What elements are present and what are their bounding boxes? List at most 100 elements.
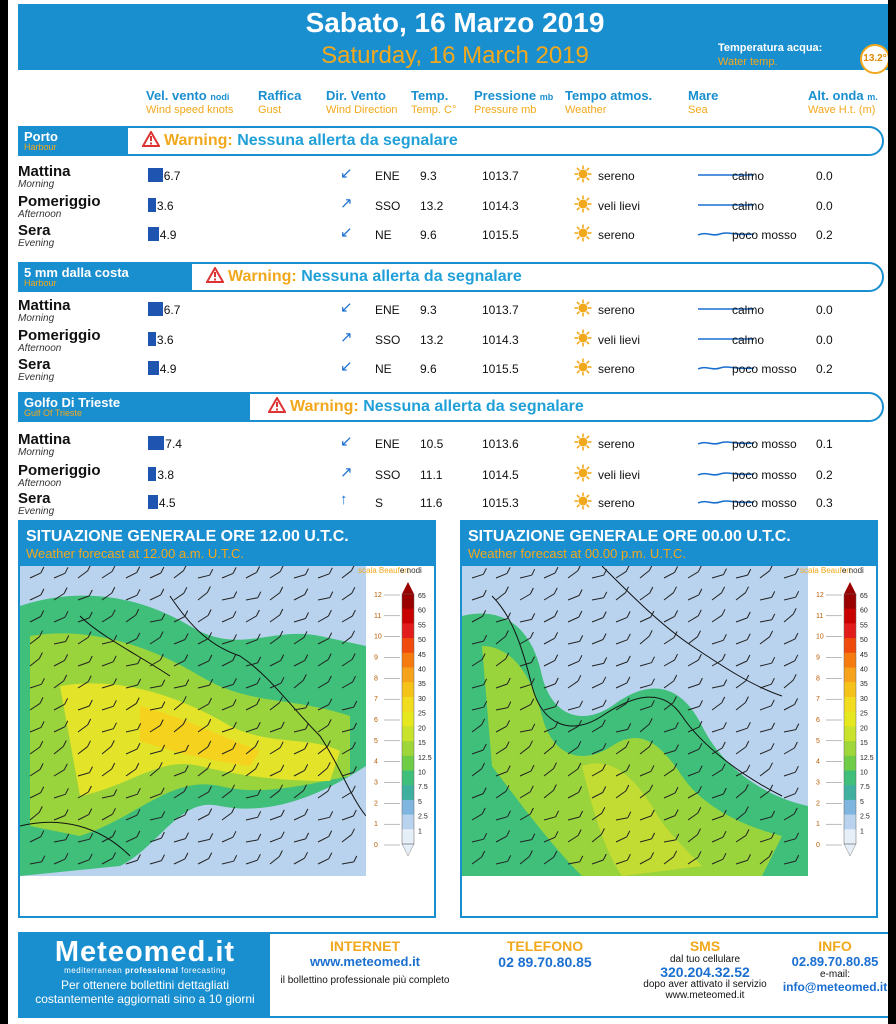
meteomed-logo[interactable]: Meteomed.it mediterranean professional f… [20,934,270,1016]
weather-text: veli lievi [598,468,641,482]
column-header: Vel. vento nodi [146,88,230,103]
wind-speed-bar [148,302,163,316]
phone-number[interactable]: 02 89.70.80.85 [498,954,592,970]
sea-state: calmo [732,199,765,213]
sea-state-icon [698,204,754,206]
legend-beaufort-tick: 0 [816,842,820,849]
legend-knot-label: 50 [860,637,868,644]
wave-height: 0.2 [816,362,833,376]
forecast-row: Sera Evening 4.9 ↙ NE 9.6 1015.5 sereno … [18,222,888,254]
wind-direction: ENE [375,437,400,451]
forecast-row: Pomeriggio Afternoon 3.6 ↗ SSO 13.2 1014… [18,193,888,225]
map-title: SITUAZIONE GENERALE ORE 12.00 U.T.C. [26,528,349,545]
wind-direction-arrow-icon: ↙ [340,224,353,241]
temperature: 10.5 [420,437,444,451]
wind-speed-bar [148,467,157,481]
legend-knot-label: 20 [418,725,426,732]
period-name-en: Morning [18,179,55,190]
map-panel-00utc: SITUAZIONE GENERALE ORE 00.00 U.T.C. Wea… [460,520,878,918]
wind-speed: 3.6 [156,333,174,347]
temperature: 9.6 [420,362,437,376]
column-subheader: Sea [688,104,708,116]
temperature: 11.1 [420,468,443,482]
legend-knot-label: 45 [418,652,426,659]
cta-text: Per ottenere bollettini dettagliati costa… [35,978,255,1006]
weather-text: veli lievi [598,333,641,347]
pressure: 1015.5 [482,228,519,242]
period-name-en: Morning [18,313,55,324]
temperature: 9.3 [420,169,437,183]
legend-knot-label: 40 [860,667,868,674]
logo-tagline: mediterranean professional forecasting [64,966,226,975]
wind-speed-bar [148,332,156,346]
legend-knot-label: 35 [860,681,868,688]
legend-beaufort-tick: 4 [816,759,820,766]
legend-knots-label: e nodi [400,566,422,575]
footer-internet: INTERNET www.meteomed.it il bollettino p… [275,938,455,986]
weather-text: veli lievi [598,199,641,213]
wind-direction-arrow-icon: ↙ [340,433,353,450]
legend-beaufort-tick: 12 [374,592,382,599]
legend-beaufort-tick: 6 [816,717,820,724]
wind-direction-arrow-icon: ↙ [340,299,353,316]
legend-beaufort-tick: 9 [374,655,378,662]
weather-text: sereno [598,169,635,183]
wind-speed: 7.4 [165,437,182,451]
wind-direction: S [375,496,384,510]
section-header-3: Golfo Di Trieste Gulf Of Trieste Warning:… [18,392,884,422]
column-subheader: Wave H.t. (m) [808,104,876,116]
forecast-row: Mattina Morning 6.7 ↙ ENE 9.3 1013.7 ser… [18,297,888,329]
legend-beaufort-tick: 11 [374,613,381,620]
column-header: Raffica [258,88,302,103]
temperature: 9.6 [420,228,437,242]
legend-beaufort-tick: 8 [374,675,378,682]
sms-number[interactable]: 320.204.32.52 [660,964,750,980]
wind-speed-bar [148,168,163,182]
legend-knot-label: 65 [860,593,868,600]
column-subheader: Pressure mb [474,104,537,116]
map-area: scala Beaufort e nodi 65 60 55 50 45 40 35 30 25… [462,566,876,916]
section-location: Golfo Di Trieste Gulf Of Trieste [20,394,250,420]
sun-icon [574,492,592,510]
info-phone[interactable]: 02.89.70.80.85 [791,954,879,969]
internet-link[interactable]: www.meteomed.it [309,954,421,969]
column-subheader: Wind Direction [326,104,398,116]
legend-knot-label: 15 [860,740,868,747]
wind-speed: 4.5 [158,496,176,510]
period-name-en: Evening [18,238,55,249]
column-header: Mare [688,88,719,103]
sun-icon [574,329,592,347]
info-email[interactable]: info@meteomed.it [782,980,888,994]
period-name: Pomeriggio [18,193,101,210]
wind-speed-bar [148,436,165,450]
pressure: 1014.5 [482,468,519,482]
legend-beaufort-tick: 12 [816,592,824,599]
wave-height: 0.0 [816,333,833,347]
column-subheader: Gust [258,104,282,116]
legend-knot-label: 1 [860,828,864,835]
legend-knot-label: 20 [860,725,868,732]
warning-icon [141,129,161,147]
period-name-en: Afternoon [18,478,62,489]
wind-speed: 3.8 [157,468,175,482]
wave-height: 0.0 [816,199,833,213]
legend-knot-label: 55 [860,622,868,629]
sun-icon [574,165,592,183]
map-area: scala Beaufort e nodi 65 60 55 50 45 40 35 30 25… [20,566,434,916]
period-name: Mattina [18,431,71,448]
temperature: 11.6 [420,496,443,510]
column-subheader: Wind speed knots [146,104,234,116]
wind-direction-arrow-icon: ↑ [340,491,348,508]
sea-state-icon [698,338,754,340]
legend-knot-label: 35 [418,681,426,688]
wave-height: 0.2 [816,228,833,242]
title-english: Saturday, 16 March 2019 [321,42,589,69]
wind-speed: 6.7 [163,303,181,317]
wave-height: 0.0 [816,303,833,317]
legend-beaufort-tick: 11 [816,613,823,620]
footer-sms: SMS dal tuo cellulare 320.204.32.52 dopo… [630,938,780,1001]
legend-beaufort-tick: 5 [374,738,378,745]
column-header: Tempo atmos. [565,88,653,103]
wind-speed: 4.9 [159,362,177,376]
legend-beaufort-tick: 10 [816,634,824,641]
